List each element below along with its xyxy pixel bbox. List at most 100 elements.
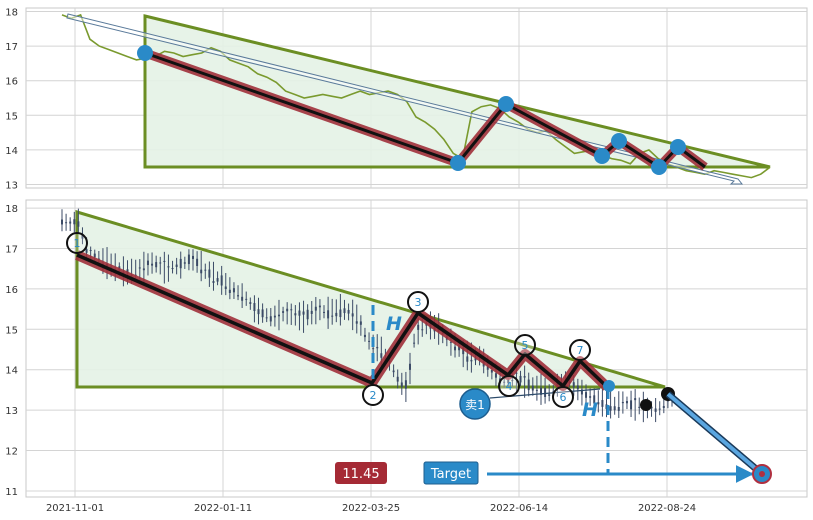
candle-body	[277, 314, 280, 317]
target-badge-label: Target	[430, 467, 471, 482]
candle-body	[61, 219, 63, 225]
candle-body	[146, 260, 149, 266]
candle-body	[200, 269, 203, 274]
price-badge-value: 11.45	[342, 467, 379, 482]
pattern-point-1: 1	[66, 232, 88, 254]
candle-body	[208, 269, 211, 278]
candle-body	[318, 305, 321, 308]
candle-body	[142, 268, 145, 271]
pattern-point-4-label: 4	[506, 380, 513, 393]
candle-body	[662, 406, 665, 408]
candle-body	[576, 385, 579, 390]
candle-body	[605, 404, 608, 410]
candle-body	[77, 221, 80, 227]
pattern-point-5-label: 5	[522, 339, 529, 352]
candle-body	[609, 406, 612, 411]
candle-body	[314, 306, 317, 311]
bottom-x-tick-label: 2022-06-14	[490, 503, 548, 514]
target-badge[interactable]	[423, 461, 479, 485]
candle-body	[298, 310, 301, 316]
candle-body	[585, 392, 588, 398]
bottom-y-tick-label: 17	[5, 244, 18, 255]
candle-body	[601, 400, 604, 407]
bottom-y-tick-label: 16	[5, 285, 18, 296]
candle-body	[224, 286, 227, 290]
candle-body	[625, 401, 628, 404]
candle-body	[347, 309, 350, 314]
bottom-x-tick-label: 2022-08-24	[638, 503, 696, 514]
candle-body	[265, 317, 268, 319]
bottom-y-tick-label: 18	[5, 204, 18, 215]
projection-line	[666, 392, 764, 476]
top-y-tick-label: 16	[5, 77, 18, 88]
pattern-point-7-label: 7	[577, 344, 584, 357]
sell-label: 卖1	[465, 398, 485, 412]
candle-body	[544, 387, 547, 397]
candle-body	[327, 310, 330, 319]
candle-body	[85, 249, 88, 253]
candle-body	[187, 254, 190, 265]
candle-body	[204, 269, 207, 271]
price-badge	[335, 462, 387, 484]
candle-body	[339, 309, 342, 318]
dark-point-1	[640, 399, 652, 411]
candle-body	[65, 222, 68, 224]
candle-body	[355, 321, 358, 324]
pattern-point-3: 3	[407, 291, 429, 313]
candle-body	[294, 313, 297, 316]
candle-body	[490, 369, 493, 373]
top-point-2	[450, 155, 466, 171]
bottom-y-tick-labels: 11 12 13 14 15 16 17 18	[5, 204, 18, 498]
top-y-tick-label: 15	[5, 111, 18, 122]
top-point-6	[651, 159, 667, 175]
candle-body	[286, 308, 289, 312]
candle-body	[306, 309, 309, 320]
candle-body	[617, 406, 620, 411]
candle-body	[138, 267, 141, 269]
pattern-point-6: 6	[552, 386, 574, 408]
candle-body	[376, 346, 379, 349]
candle-body	[151, 263, 154, 266]
candle-body	[507, 379, 510, 384]
candle-body	[196, 258, 199, 267]
candle-body	[216, 278, 219, 282]
candle-body	[343, 308, 346, 314]
candle-body	[359, 321, 362, 325]
candle-body	[323, 311, 326, 313]
sell-marker[interactable]	[459, 388, 491, 420]
candle-body	[241, 296, 244, 301]
candle-body	[515, 372, 518, 374]
candle-body	[421, 329, 424, 331]
top-panel: 13 14 15 16 17 18	[5, 7, 808, 192]
candle-body	[413, 342, 416, 344]
candle-body	[658, 408, 661, 410]
candle-body	[310, 310, 313, 314]
candle-body	[458, 346, 461, 351]
candle-body	[589, 396, 592, 398]
candle-body	[126, 269, 129, 274]
candle-body	[179, 258, 182, 269]
candle-body	[539, 387, 542, 395]
height-label-left: H	[386, 313, 402, 335]
pattern-point-7: 7	[569, 339, 591, 361]
candle-body	[93, 253, 96, 258]
candle-body	[171, 268, 174, 270]
candle-body	[408, 363, 411, 370]
candle-body	[466, 356, 469, 362]
bottom-x-tick-label: 2021-11-01	[46, 503, 104, 514]
candle-body	[372, 348, 375, 350]
top-price-series	[61, 13, 771, 179]
candle-body	[290, 309, 293, 311]
bottom-x-tick-labels: 2021-11-01 2022-01-11 2022-03-25 2022-06-14…	[46, 503, 696, 514]
candle-body	[531, 385, 534, 391]
candle-body	[81, 234, 84, 239]
candle-body	[163, 260, 166, 262]
candle-body	[630, 400, 633, 410]
top-y-tick-label: 17	[5, 42, 18, 53]
candle-body	[73, 219, 76, 225]
candle-body	[331, 315, 334, 317]
breakout-point	[603, 380, 615, 392]
bottom-x-tick-label: 2022-03-25	[342, 503, 400, 514]
candle-body	[183, 262, 186, 264]
